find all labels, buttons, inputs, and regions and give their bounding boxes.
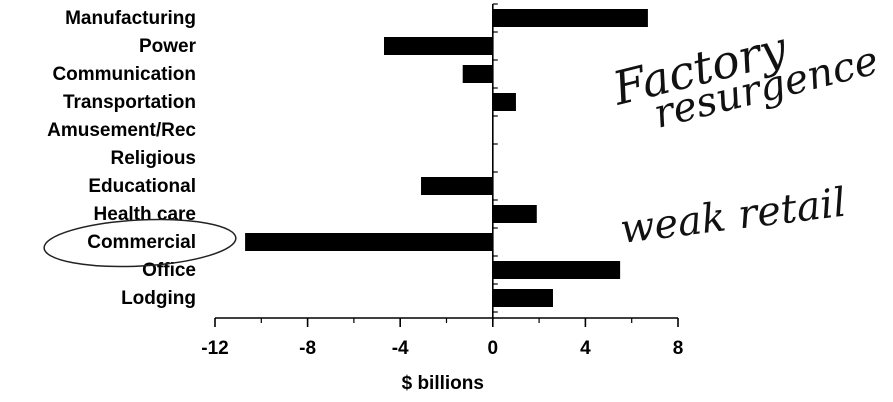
category-label-transportation: Transportation (63, 92, 196, 113)
x-tick-label: 8 (673, 338, 684, 359)
axis-layer (214, 3, 679, 327)
bar-communication (462, 65, 493, 83)
x-tick-label: 4 (580, 338, 591, 359)
category-label-educational: Educational (88, 176, 196, 197)
category-label-communication: Communication (52, 64, 196, 85)
category-label-religious: Religious (110, 148, 196, 169)
category-label-commercial: Commercial (87, 232, 196, 253)
category-label-manufacturing: Manufacturing (65, 8, 196, 29)
bar-educational (421, 177, 493, 195)
bar-transportation (492, 93, 516, 111)
labels-layer: Manufacturing Power Communication Transport… (47, 8, 683, 394)
category-label-power: Power (139, 36, 197, 57)
x-tick-label: 0 (488, 338, 499, 359)
bar-lodging (492, 289, 553, 307)
x-tick-label: -4 (392, 338, 409, 359)
bar-commercial (245, 233, 493, 251)
x-axis-title: $ billions (402, 373, 484, 394)
category-label-amusement-rec: Amusement/Rec (47, 120, 196, 141)
x-tick-label: -12 (201, 338, 228, 359)
bar-manufacturing (492, 9, 648, 27)
x-tick-label: -8 (299, 338, 316, 359)
category-label-health-care: Health care (94, 204, 196, 225)
bars-layer (245, 9, 648, 307)
bar-health-care (492, 205, 537, 223)
category-label-lodging: Lodging (121, 288, 196, 309)
bar-office (492, 261, 621, 279)
bar-power (383, 37, 493, 55)
annotation-weak-retail: weak retail (618, 180, 849, 253)
commercial-highlight-circle (43, 218, 237, 268)
